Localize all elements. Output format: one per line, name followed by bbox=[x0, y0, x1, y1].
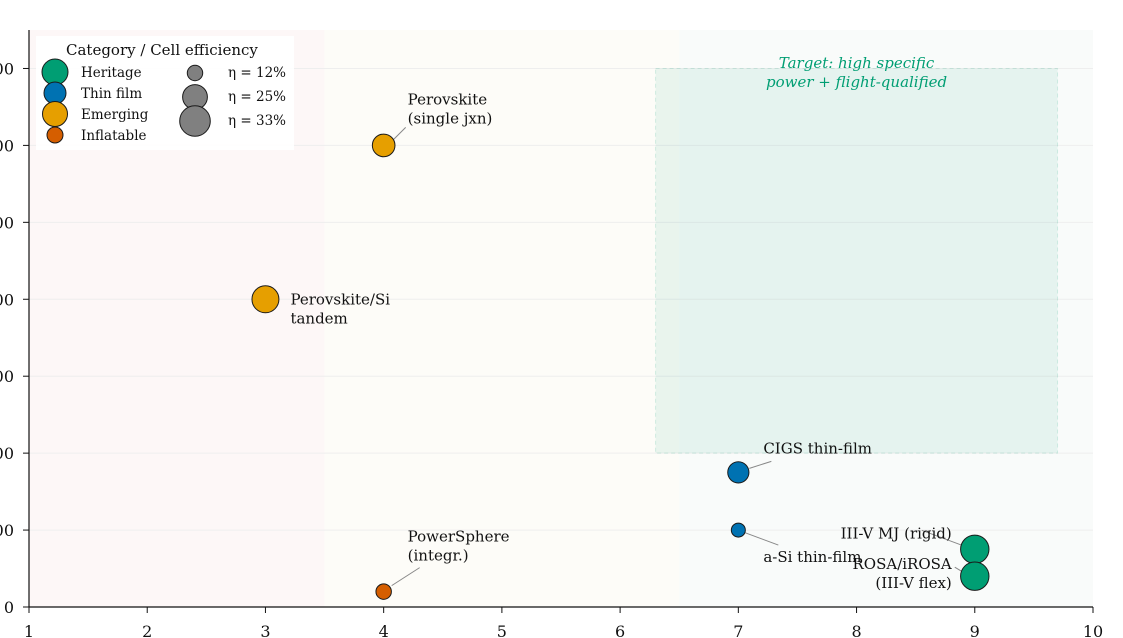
point-label: Perovskite/Si bbox=[290, 290, 390, 308]
x-tick-label: 10 bbox=[1083, 622, 1103, 638]
legend-label-category: Emerging bbox=[81, 107, 149, 123]
y-tick-label: 00 bbox=[0, 521, 14, 540]
target-label-line2: power + flight-qualified bbox=[766, 73, 947, 91]
axes: 12345678910000000000000000 bbox=[0, 30, 1103, 638]
legend-marker-category bbox=[43, 81, 67, 105]
background-band bbox=[324, 30, 680, 607]
point-label: a-Si thin-film bbox=[763, 548, 861, 566]
leader-line bbox=[743, 531, 779, 546]
point-label: (integr.) bbox=[408, 547, 469, 565]
background-band bbox=[679, 30, 1093, 607]
legend-label-category: Inflatable bbox=[81, 128, 147, 144]
x-tick-label: 9 bbox=[970, 622, 980, 638]
target-region-box bbox=[655, 67, 1059, 454]
legend-marker-size bbox=[186, 64, 204, 82]
data-point bbox=[730, 522, 746, 538]
target-region: Target: high specific power + flight-qua… bbox=[655, 54, 1059, 454]
x-tick-label: 4 bbox=[379, 622, 389, 638]
data-point bbox=[251, 285, 280, 314]
leader-line bbox=[393, 127, 407, 140]
x-tick-label: 6 bbox=[615, 622, 625, 638]
point-label: CIGS thin-film bbox=[763, 439, 872, 457]
annotation-leaders bbox=[391, 127, 966, 587]
y-tick-label: 0 bbox=[4, 598, 14, 617]
leader-line bbox=[391, 567, 420, 587]
legend-label-size: η = 12% bbox=[228, 65, 286, 81]
legend-background bbox=[36, 36, 294, 150]
data-point bbox=[960, 561, 990, 591]
legend-marker-category bbox=[46, 126, 64, 144]
x-tick-label: 2 bbox=[142, 622, 152, 638]
data-point bbox=[727, 461, 750, 484]
point-label: ROSA/iROSA bbox=[853, 555, 952, 573]
y-tick-label: 00 bbox=[0, 444, 14, 463]
x-tick-label: 7 bbox=[733, 622, 743, 638]
leader-line bbox=[921, 529, 965, 547]
x-tick-label: 3 bbox=[260, 622, 270, 638]
data-points bbox=[251, 133, 990, 600]
y-tick-label: 00 bbox=[0, 136, 14, 155]
y-tick-label: 00 bbox=[0, 367, 14, 386]
point-label: PowerSphere bbox=[408, 528, 510, 546]
y-tick-label: 00 bbox=[0, 59, 14, 78]
point-label: III-V MJ (rigid) bbox=[841, 524, 952, 542]
leader-line bbox=[749, 460, 772, 469]
legend-label-category: Thin film bbox=[81, 86, 142, 102]
legend-marker-size bbox=[179, 105, 211, 137]
legend-label-size: η = 25% bbox=[228, 89, 286, 105]
x-tick-label: 8 bbox=[851, 622, 861, 638]
y-tick-label: 00 bbox=[0, 213, 14, 232]
legend-label-category: Heritage bbox=[81, 65, 142, 81]
legend-title: Category / Cell efficiency bbox=[66, 41, 258, 59]
point-labels: Perovskite(single jxn) Perovskite/Sitande… bbox=[290, 90, 951, 592]
data-point bbox=[960, 534, 990, 564]
y-tick-label: 00 bbox=[0, 290, 14, 309]
point-label: (III-V flex) bbox=[875, 574, 951, 592]
point-label: (single jxn) bbox=[408, 109, 493, 127]
data-point bbox=[371, 133, 396, 158]
legend: Category / Cell efficiency Heritage Thin … bbox=[36, 36, 294, 150]
point-label: tandem bbox=[290, 309, 347, 327]
data-point bbox=[375, 583, 392, 600]
legend-marker-category bbox=[42, 101, 68, 127]
x-tick-label: 1 bbox=[24, 622, 34, 638]
legend-marker-category bbox=[41, 58, 69, 86]
point-label: Perovskite bbox=[408, 90, 488, 108]
legend-label-size: η = 33% bbox=[228, 113, 286, 129]
target-label-line1: Target: high specific bbox=[779, 54, 935, 72]
x-tick-label: 5 bbox=[497, 622, 507, 638]
